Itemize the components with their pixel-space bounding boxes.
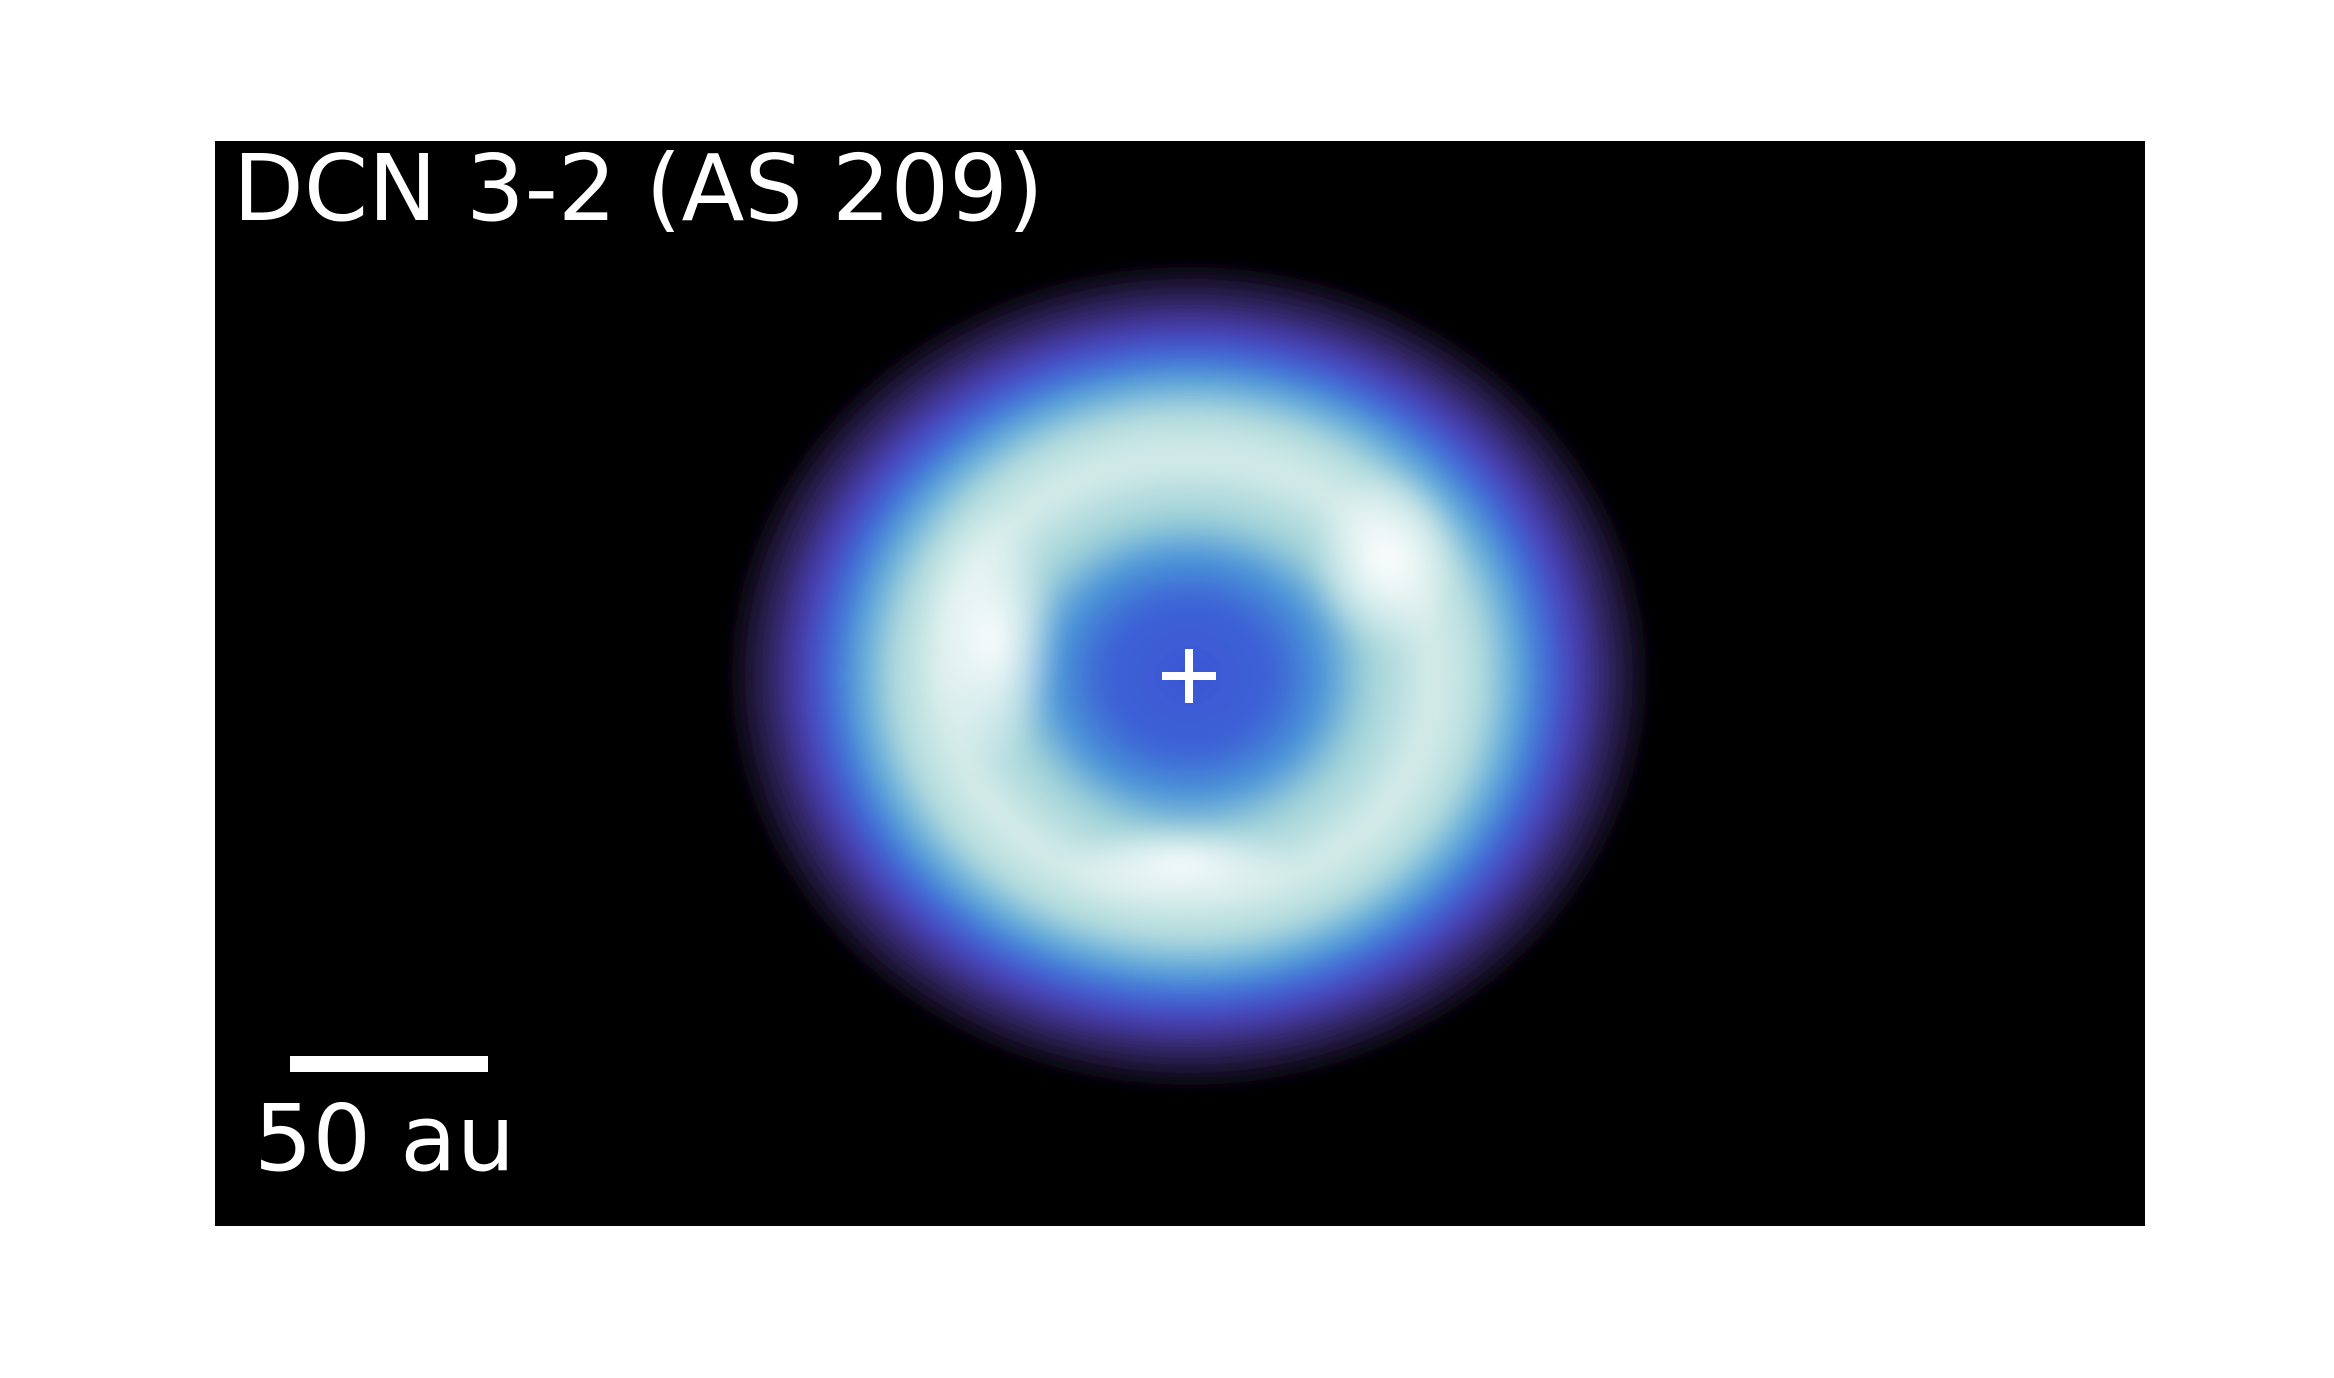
- bright-arc: [1060, 825, 1300, 905]
- bright-arc: [1310, 470, 1460, 650]
- star-marker: [1162, 649, 1216, 703]
- scale-bar: [290, 1056, 488, 1072]
- scale-bar-label: 50 au: [254, 1085, 515, 1192]
- bright-arc: [920, 510, 1060, 770]
- panel-title: DCN 3-2 (AS 209): [233, 135, 1044, 242]
